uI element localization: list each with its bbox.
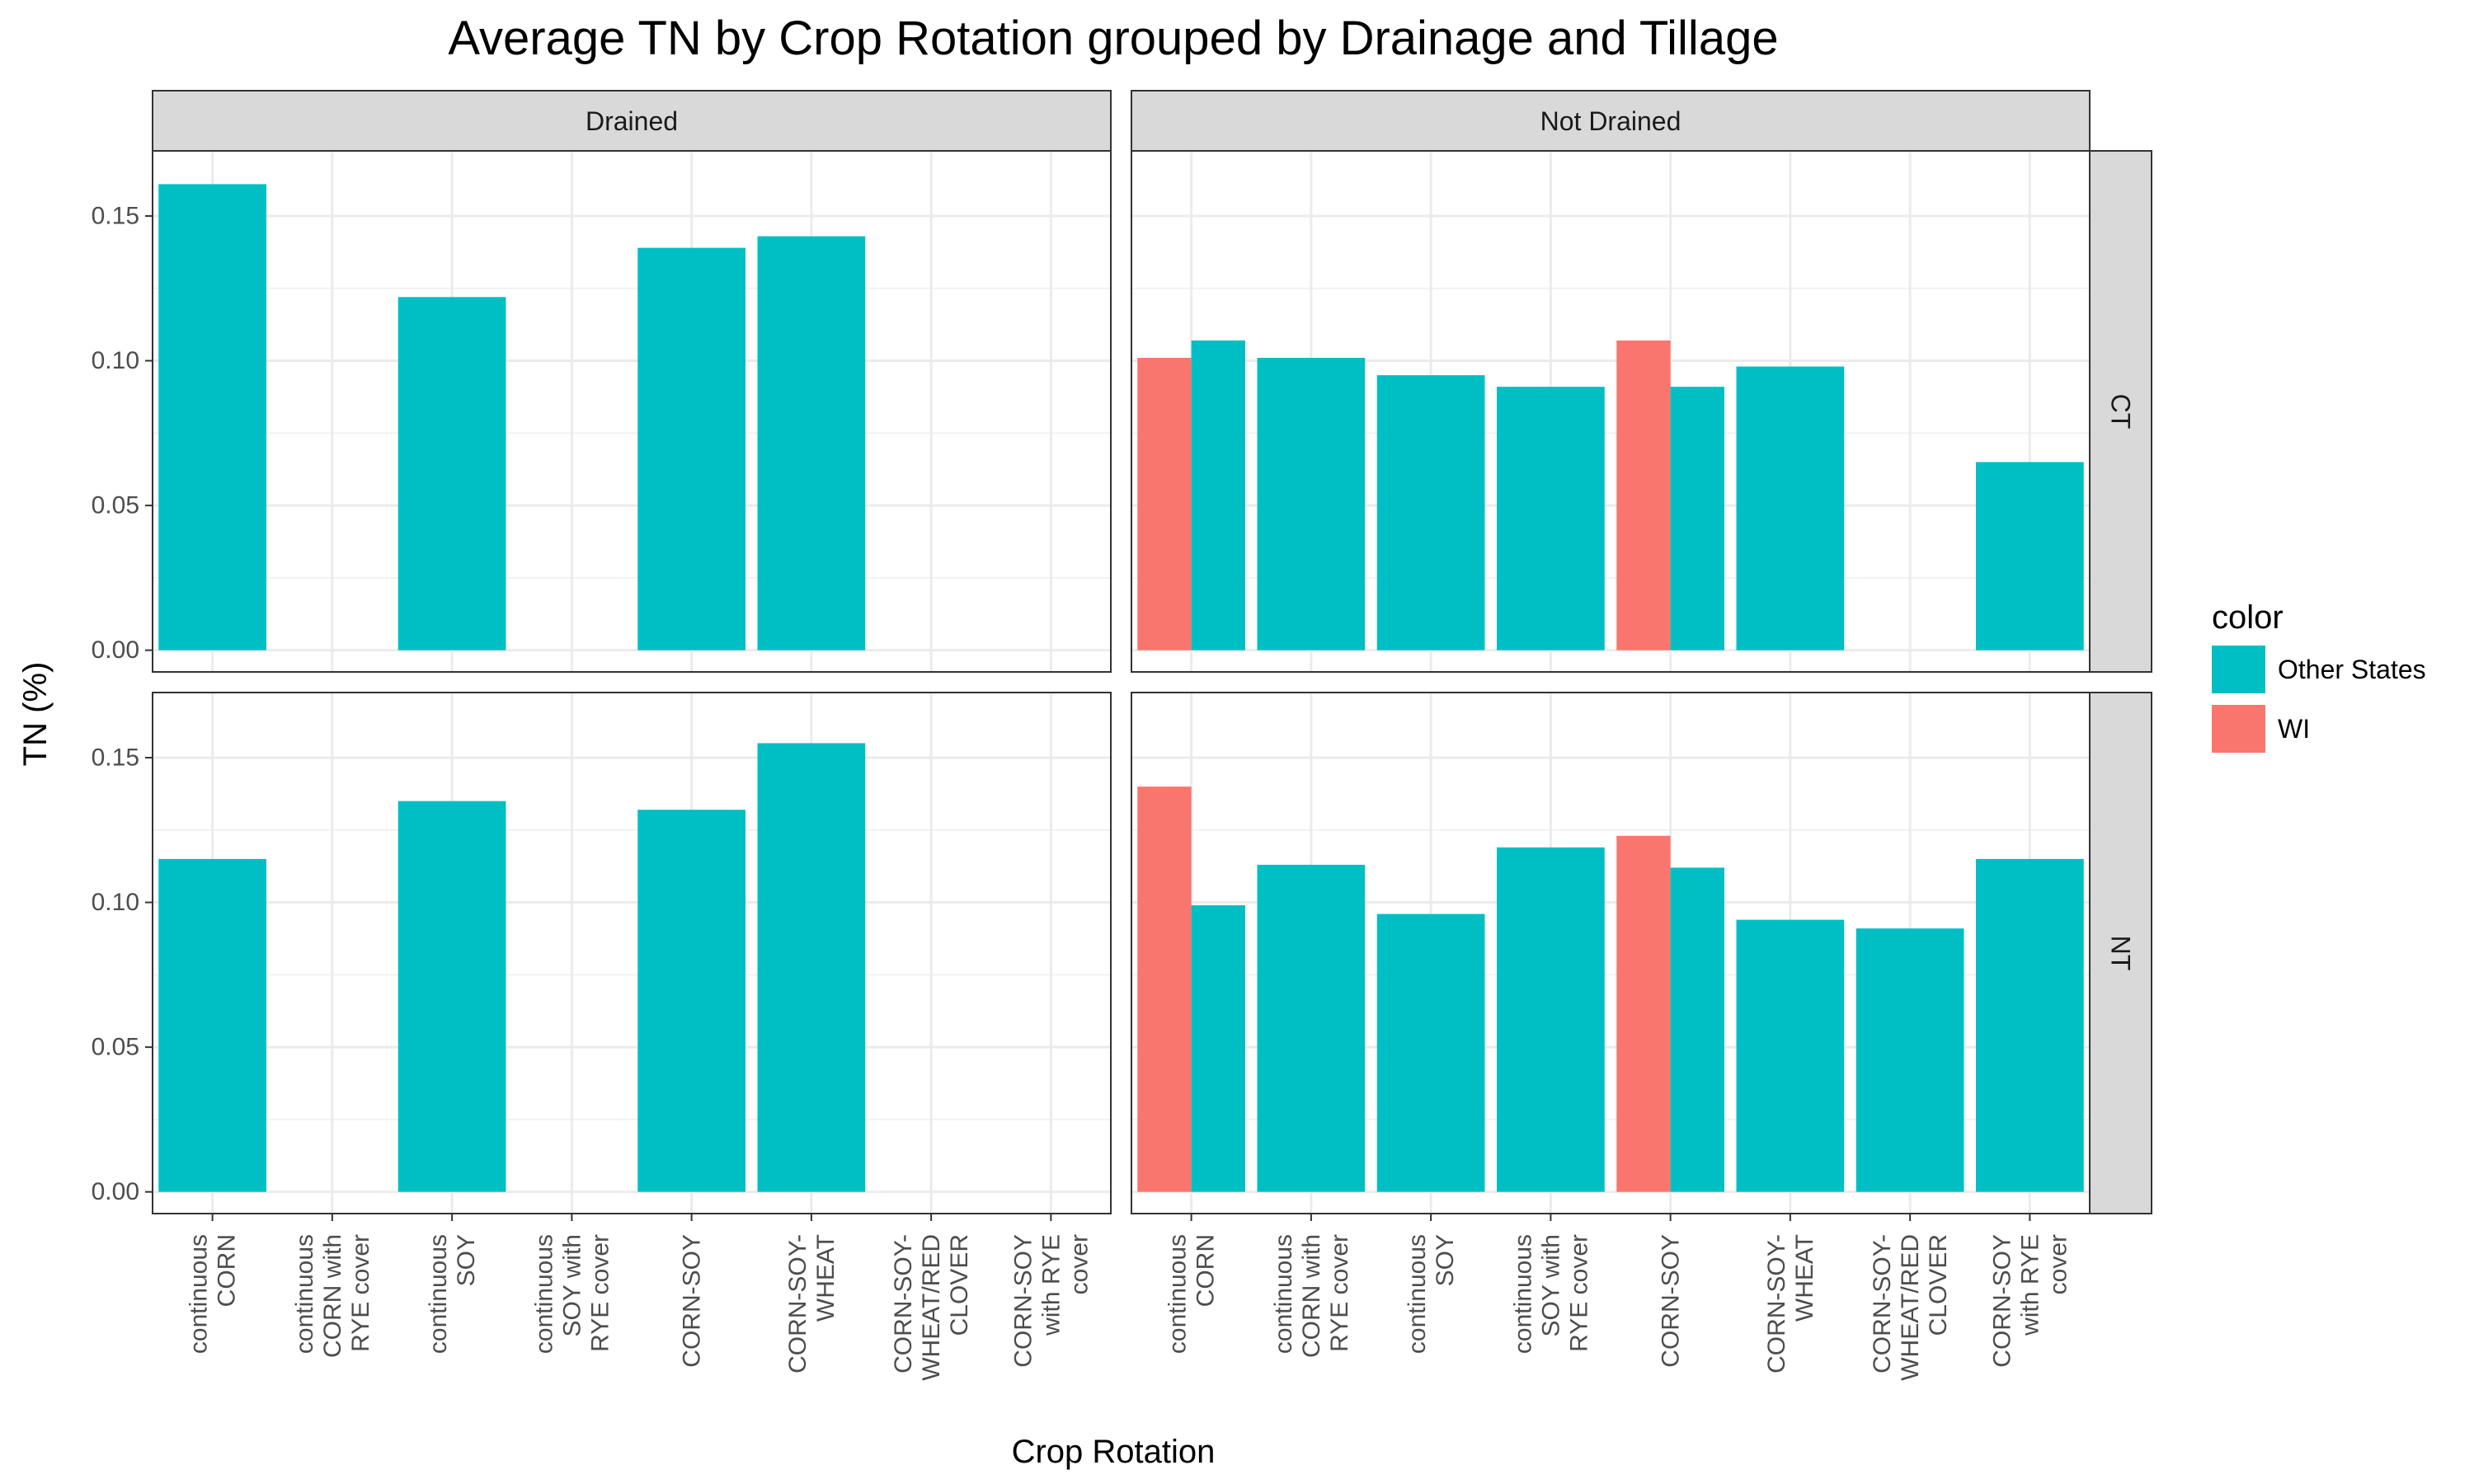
y-tick-label: 0.15	[92, 203, 139, 230]
x-tick-label-continuous-corn: continuousCORN	[1164, 1234, 1220, 1354]
legend-title: color	[2212, 599, 2284, 636]
panel-not-drained-ct	[1131, 150, 2091, 673]
x-tick-label-corn-soy-with-rye-cover: CORN-SOYwith RYEcover	[1009, 1234, 1093, 1368]
y-tick-label: 0.05	[92, 492, 139, 519]
x-tick-label-continuous-corn-with-rye-cover: continuousCORN withRYE cover	[291, 1234, 374, 1358]
bar-other-states-corn-soy-wheat	[1736, 919, 1845, 1192]
bar-other-states-continuous-soy	[1376, 375, 1485, 650]
bar-other-states-continuous-corn-with-rye-cover	[1257, 358, 1366, 650]
y-tick-label: 0.00	[92, 1178, 139, 1205]
facet-strip-label: Not Drained	[1540, 106, 1681, 136]
x-tick-label-continuous-soy: continuousSOY	[1404, 1234, 1459, 1354]
panel-background	[153, 151, 1111, 672]
facet-strip-bg	[2089, 692, 2152, 1214]
bar-other-states-corn-soy-wheat-red-clover	[1856, 928, 1964, 1192]
legend-label: Other States	[2278, 655, 2426, 684]
y-tick-label: 0.15	[92, 744, 139, 772]
y-axis-nt: 0.00 0.05 0.10 0.15	[92, 744, 153, 1205]
y-tick-label: 0.00	[92, 636, 139, 664]
bar-other-states-corn-soy-wheat	[757, 743, 866, 1192]
legend-label: WI	[2278, 714, 2310, 744]
x-tick-label-corn-soy-wheat: CORN-SOY-WHEAT	[1763, 1234, 1818, 1374]
bar-other-states-corn-soy	[637, 810, 745, 1192]
legend-item-other-states: Other States	[2212, 646, 2426, 693]
legend-swatch	[2212, 705, 2265, 753]
bar-other-states-continuous-corn	[158, 858, 266, 1192]
facet-strip-drained: Drained	[152, 90, 1112, 152]
facet-panels: Drained Not DrainedCTNT0.000.050.100.150.…	[92, 90, 2152, 1381]
bars	[1137, 340, 2084, 650]
chart-title: Average TN by Crop Rotation grouped by D…	[448, 12, 1778, 65]
facet-strip-label: NT	[2106, 936, 2136, 971]
y-axis-ct: 0.00 0.05 0.10 0.15	[92, 203, 153, 664]
x-tick-label-corn-soy-wheat-red-clover: CORN-SOY-WHEAT/REDCLOVER	[1869, 1234, 1952, 1381]
panel-background	[153, 693, 1111, 1214]
bar-wi-continuous-corn	[1137, 358, 1192, 650]
facet-strip-nt: NT	[2089, 692, 2152, 1214]
x-tick-label-continuous-soy-with-rye-cover: continuousSOY withRYE cover	[1509, 1234, 1592, 1354]
bar-other-states-corn-soy	[637, 247, 745, 650]
y-tick-label: 0.10	[92, 889, 139, 916]
panel-border	[1131, 150, 2091, 673]
panel-not-drained-nt	[1131, 692, 2091, 1214]
panel-border	[152, 692, 1112, 1214]
bar-wi-corn-soy	[1616, 340, 1671, 650]
legend-swatch	[2212, 646, 2265, 693]
x-tick-label-continuous-corn: continuousCORN	[186, 1234, 241, 1354]
bar-other-states-corn-soy-wheat	[757, 236, 866, 650]
bars	[1137, 787, 2084, 1192]
x-tick-label-corn-soy-wheat: CORN-SOY-WHEAT	[784, 1234, 840, 1374]
bars	[158, 743, 866, 1192]
bar-other-states-continuous-corn	[1191, 905, 1245, 1192]
panel-border	[1131, 692, 2091, 1214]
facet-strip-bg	[152, 90, 1112, 152]
bars	[158, 184, 866, 650]
panel-border	[152, 150, 1112, 673]
legend-item-wi: WI	[2212, 705, 2310, 753]
bar-other-states-continuous-soy	[1376, 913, 1485, 1192]
bar-other-states-continuous-soy-with-rye-cover	[1497, 847, 1605, 1192]
y-tick-label: 0.10	[92, 347, 139, 374]
facet-strip-label: CT	[2106, 394, 2136, 430]
x-tick-label-corn-soy-wheat-red-clover: CORN-SOY-WHEAT/REDCLOVER	[890, 1234, 973, 1381]
x-tick-label-corn-soy: CORN-SOY	[679, 1234, 706, 1368]
bar-other-states-continuous-soy	[397, 297, 506, 650]
bar-wi-continuous-corn	[1137, 787, 1192, 1192]
bar-other-states-continuous-soy	[397, 801, 506, 1192]
panel-drained-ct	[152, 150, 1112, 673]
x-tick-label-continuous-corn-with-rye-cover: continuousCORN withRYE cover	[1270, 1234, 1353, 1358]
x-tick-label-corn-soy-with-rye-cover: CORN-SOYwith RYEcover	[1988, 1234, 2072, 1368]
facet-strip-ct: CT	[2089, 150, 2152, 673]
facet-strip-label: Drained	[586, 106, 678, 136]
bar-other-states-continuous-corn	[1191, 340, 1245, 650]
bar-other-states-corn-soy-with-rye-cover	[1976, 462, 2084, 650]
bar-other-states-continuous-corn-with-rye-cover	[1257, 864, 1366, 1192]
legend-items: Other States WI	[2212, 646, 2426, 753]
facet-strip-bg	[1131, 90, 2091, 152]
x-tick-label-continuous-soy: continuousSOY	[425, 1234, 480, 1354]
bar-other-states-continuous-soy-with-rye-cover	[1497, 387, 1605, 650]
bar-other-states-corn-soy-with-rye-cover	[1976, 858, 2084, 1192]
panel-drained-nt	[152, 692, 1112, 1214]
x-tick-label-continuous-soy-with-rye-cover: continuousSOY withRYE cover	[530, 1234, 614, 1354]
facet-strip-not-drained: Not Drained	[1131, 90, 2091, 152]
legend: color Other States WI	[2212, 599, 2426, 753]
y-tick-label: 0.05	[92, 1034, 139, 1061]
bar-other-states-corn-soy	[1670, 867, 1724, 1192]
x-axis-title: Crop Rotation	[1012, 1434, 1216, 1470]
bar-other-states-corn-soy	[1670, 387, 1724, 650]
x-axis-not-drained: continuousCORN continuousCORN withRYE cov…	[1164, 1214, 2072, 1381]
x-axis-drained: continuousCORN continuousCORN withRYE cov…	[186, 1214, 1093, 1381]
bar-other-states-continuous-corn	[158, 184, 266, 650]
bar-other-states-corn-soy-wheat	[1736, 366, 1845, 650]
y-axis-title: TN (%)	[17, 662, 54, 767]
x-tick-label-corn-soy: CORN-SOY	[1658, 1234, 1685, 1368]
bar-wi-corn-soy	[1616, 835, 1671, 1192]
facet-strip-bg	[2089, 150, 2152, 673]
